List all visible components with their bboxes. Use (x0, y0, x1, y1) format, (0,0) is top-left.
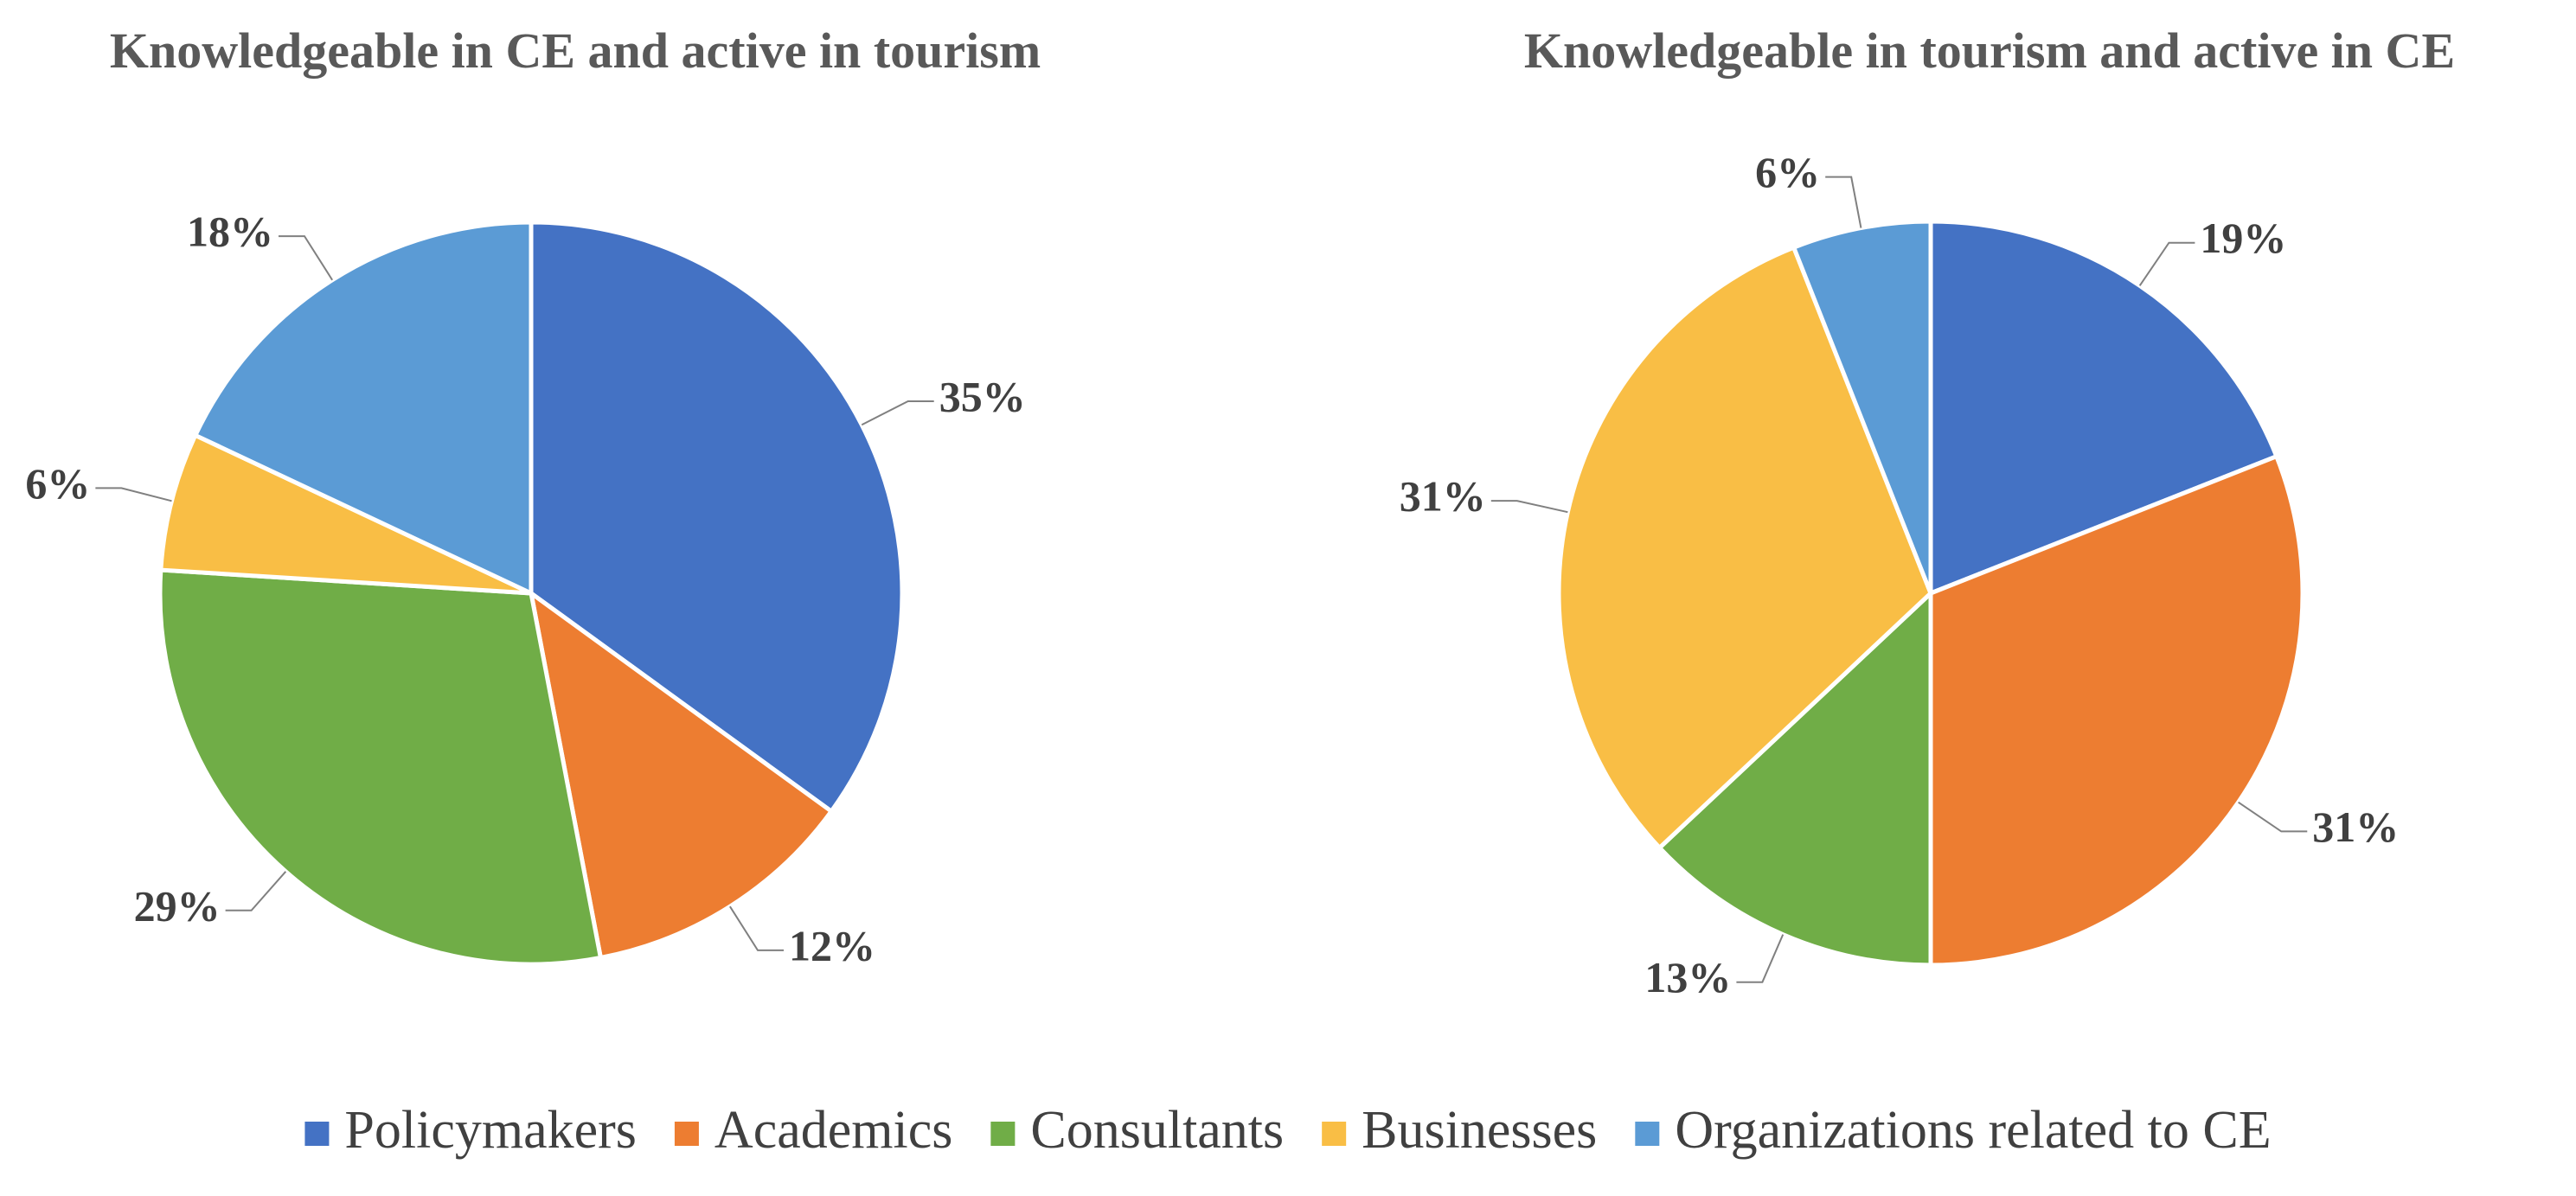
legend-label: Organizations related to CE (1675, 1101, 2271, 1160)
data-label: 31% (2312, 803, 2399, 851)
legend-marker (1635, 1122, 1660, 1146)
leader-line (278, 235, 333, 281)
legend-marker (990, 1122, 1016, 1146)
leader-line (1736, 934, 1785, 983)
legend-label: Consultants (1030, 1101, 1284, 1160)
leader-line (2138, 241, 2195, 286)
pie-slice (1791, 219, 1933, 594)
pie-slice (157, 567, 604, 967)
leader-line (2238, 801, 2308, 833)
chart-title: Knowledgeable in tourism and active in C… (1524, 22, 2455, 79)
pie-slice (1928, 219, 2280, 597)
data-label: 13% (1644, 953, 1731, 1001)
data-label: 12% (789, 921, 875, 969)
leader-line (95, 487, 172, 502)
leader-line (861, 400, 934, 426)
pie-slice (1656, 588, 1933, 968)
data-label: 6% (1755, 148, 1820, 196)
leader-line (1490, 500, 1568, 514)
pie-slice (1928, 453, 2305, 968)
legend-marker (1322, 1122, 1347, 1146)
legend-marker (674, 1122, 699, 1146)
chart-title: Knowledgeable in CE and active in touris… (110, 22, 1041, 79)
pie-slice (529, 220, 905, 815)
data-label: 19% (2200, 214, 2286, 262)
legend-label: Policymakers (344, 1101, 637, 1160)
data-label: 31% (1400, 472, 1486, 521)
data-label: 35% (939, 372, 1026, 420)
legend-label: Businesses (1362, 1101, 1597, 1160)
pie-slice (1556, 244, 1933, 851)
leader-line (729, 905, 785, 951)
legend-marker (304, 1122, 330, 1146)
leader-line (225, 871, 287, 911)
data-label: 6% (25, 459, 90, 508)
leader-line (1825, 176, 1862, 228)
pie-slice (528, 588, 835, 961)
legend-label: Academics (714, 1101, 952, 1160)
data-label: 18% (187, 208, 273, 256)
pie-slice (192, 220, 534, 597)
data-label: 29% (134, 881, 221, 930)
pie-slice (158, 432, 533, 596)
